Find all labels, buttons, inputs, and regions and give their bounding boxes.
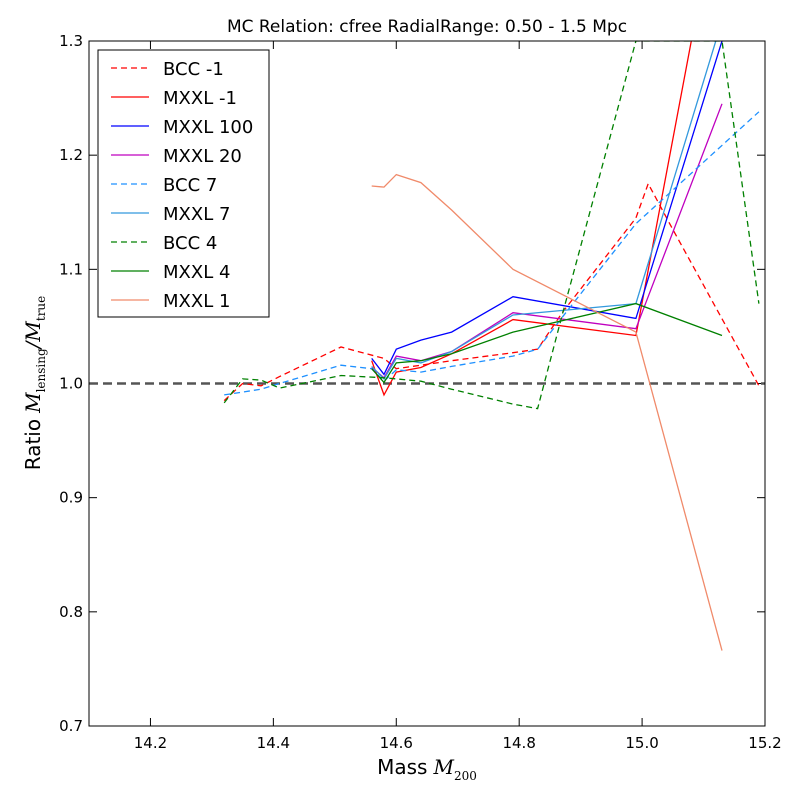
- y-tick-label: 0.7: [59, 717, 83, 735]
- series-line: [371, 103, 723, 379]
- y-axis-label-prefix: Ratio: [21, 419, 45, 470]
- legend-label: BCC 4: [163, 233, 217, 254]
- y-axis-label-num-symbol: M: [21, 392, 45, 414]
- y-tick-label: 1.0: [59, 375, 83, 393]
- series-line: [223, 41, 760, 410]
- series-lines: [223, 41, 760, 651]
- legend-label: MXXL 7: [163, 204, 230, 225]
- y-axis-label-den-symbol: M: [21, 321, 45, 343]
- legend-label: MXXL 100: [163, 117, 253, 138]
- series-line: [224, 111, 760, 396]
- y-tick-label: 1.3: [59, 32, 83, 50]
- legend-label: MXXL 4: [163, 262, 230, 283]
- x-axis-label-symbol: M: [432, 755, 454, 779]
- series-line: [371, 41, 723, 376]
- series-line: [371, 302, 723, 384]
- y-tick-label: 1.1: [59, 260, 83, 278]
- axis-tick-labels: 14.2 14.4 14.6 14.8 15.0 15.2 0.7 0.8 0.9 1.0 1.1 1…: [59, 32, 782, 752]
- x-tick-label: 15.2: [748, 734, 781, 752]
- x-tick-label: 15.0: [625, 734, 658, 752]
- legend-label: MXXL 20: [163, 146, 242, 167]
- x-tick-label: 14.6: [380, 734, 413, 752]
- x-tick-label: 14.4: [257, 734, 290, 752]
- legend-label: BCC 7: [163, 175, 217, 196]
- legend-label: MXXL -1: [163, 88, 237, 109]
- chart-title: MC Relation: cfree RadialRange: 0.50 - 1…: [227, 17, 627, 37]
- y-tick-label: 0.9: [59, 489, 83, 507]
- series-line: [223, 182, 760, 402]
- y-axis-label-slash: /: [21, 339, 45, 350]
- plot-frame: [88, 40, 766, 727]
- series-line: [371, 173, 723, 651]
- legend-label: MXXL 1: [163, 291, 230, 312]
- x-tick-label: 14.2: [134, 734, 167, 752]
- x-tick-label: 14.8: [502, 734, 535, 752]
- y-tick-label: 0.8: [59, 603, 83, 621]
- legend-label: BCC -1: [163, 59, 224, 80]
- y-axis-label: RatioMlensing/Mtrue: [21, 296, 48, 471]
- series-line: [371, 41, 692, 397]
- x-axis-label-prefix: Mass: [377, 755, 427, 779]
- x-axis-label: Mass M200: [377, 755, 477, 783]
- y-axis-label-num-sub: lensing: [34, 348, 48, 392]
- x-axis-label-sub: 200: [454, 769, 477, 783]
- y-tick-label: 1.2: [59, 146, 83, 164]
- y-axis-label-den-sub: true: [34, 296, 48, 321]
- legend: BCC -1 MXXL -1 MXXL 100 MXXL 20 BCC 7 MXXL 7 B…: [97, 49, 270, 318]
